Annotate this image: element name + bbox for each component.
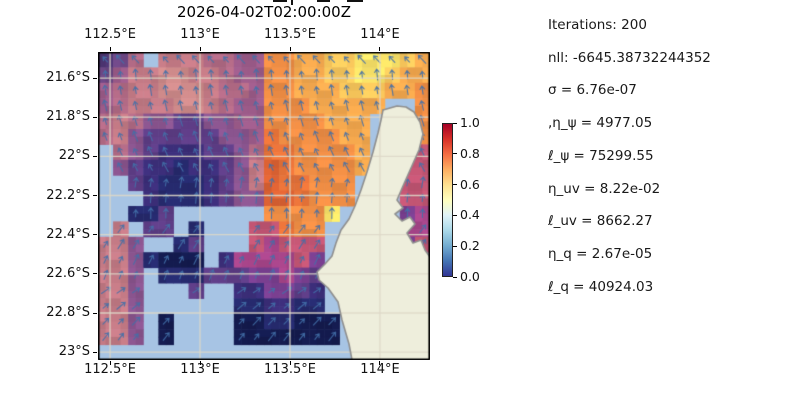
colorbar-tick-label: 0.6 xyxy=(460,176,480,192)
tick-mark xyxy=(93,116,97,118)
stat-line: ℓ_uv = 8662.27 xyxy=(548,213,653,230)
x-tick-label: 113.5°E xyxy=(264,362,316,377)
colorbar-tick-label: 1.0 xyxy=(460,115,480,130)
tick-mark xyxy=(379,361,381,365)
y-tick-label: 23°S xyxy=(58,344,90,360)
map-canvas xyxy=(98,52,430,360)
tick-mark xyxy=(289,47,291,51)
colorbar-tick-mark xyxy=(453,245,457,247)
x-tick-label: 114°E xyxy=(360,362,400,377)
tick-mark xyxy=(93,155,97,157)
tick-mark xyxy=(93,195,97,197)
y-tick-label: 22.2°S xyxy=(46,187,90,203)
y-tick-label: 22.6°S xyxy=(46,265,90,281)
stat-line: ℓ_ψ = 75299.55 xyxy=(548,147,654,164)
colorbar-tick-mark xyxy=(453,122,457,124)
x-tick-label: 113.5°E xyxy=(264,27,316,42)
artifact-tick xyxy=(291,0,293,5)
tick-mark xyxy=(93,234,97,236)
x-tick-label: 112.5°E xyxy=(84,27,137,42)
colorbar-tick-mark xyxy=(453,184,457,186)
plot-title: 2026-04-02T02:00:00Z xyxy=(177,3,351,21)
artifact-bar xyxy=(347,0,363,2)
colorbar-tick-label: 0.2 xyxy=(460,238,480,254)
y-tick-label: 22.8°S xyxy=(46,305,90,320)
x-tick-label: 113°E xyxy=(180,362,220,377)
colorbar-tick-label: 0.4 xyxy=(460,207,480,223)
y-tick-label: 22°S xyxy=(58,148,90,164)
stat-line: σ = 6.76e-07 xyxy=(548,82,637,99)
y-tick-label: 21.6°S xyxy=(46,70,90,86)
stat-line: ℓ_q = 40924.03 xyxy=(548,278,654,295)
tick-mark xyxy=(379,47,381,51)
tick-mark xyxy=(93,351,97,353)
y-tick-label: 21.8°S xyxy=(46,109,90,125)
stat-line: ,η_ψ = 4977.05 xyxy=(548,115,653,132)
stat-line: η_uv = 8.22e-02 xyxy=(548,180,661,197)
tick-mark xyxy=(93,77,97,79)
x-tick-label: 114°E xyxy=(360,27,400,42)
colorbar-gradient xyxy=(442,123,453,277)
colorbar-tick-label: 0.8 xyxy=(460,145,480,161)
stat-line: η_q = 2.67e-05 xyxy=(548,245,653,262)
map-plot xyxy=(98,52,430,360)
tick-mark xyxy=(109,47,111,51)
y-tick-label: 22.4°S xyxy=(46,226,90,242)
stat-line: nll: -6645.38732244352 xyxy=(548,49,711,66)
tick-mark xyxy=(199,361,201,365)
colorbar-tick-mark xyxy=(453,214,457,216)
tick-mark xyxy=(109,361,111,365)
tick-mark xyxy=(93,312,97,314)
colorbar-tick-label: 0.0 xyxy=(460,269,480,284)
x-tick-label: 113°E xyxy=(180,27,220,42)
x-tick-label: 112.5°E xyxy=(84,362,137,377)
artifact-bar xyxy=(273,0,287,2)
colorbar-tick-mark xyxy=(453,153,457,155)
artifact-bar xyxy=(317,0,330,2)
colorbar-tick-mark xyxy=(453,276,457,278)
tick-mark xyxy=(93,273,97,275)
stat-line: Iterations: 200 xyxy=(548,17,647,33)
tick-mark xyxy=(199,47,201,51)
tick-mark xyxy=(289,361,291,365)
